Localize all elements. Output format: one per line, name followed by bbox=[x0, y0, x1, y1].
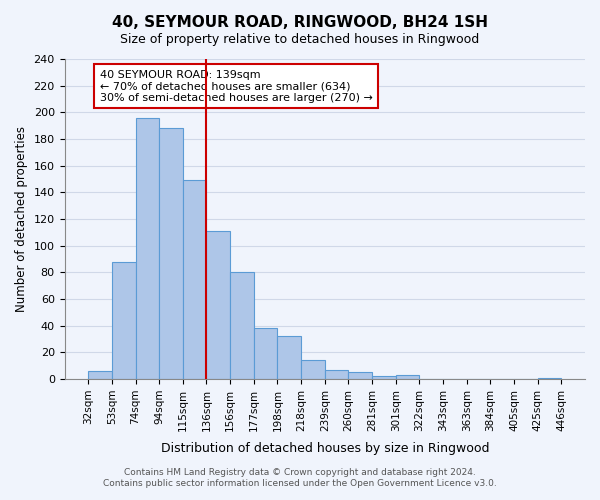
Bar bbox=[136, 118, 159, 379]
Bar bbox=[254, 328, 277, 379]
Bar bbox=[230, 272, 254, 379]
Bar bbox=[206, 231, 230, 379]
X-axis label: Distribution of detached houses by size in Ringwood: Distribution of detached houses by size … bbox=[161, 442, 489, 455]
Bar bbox=[372, 376, 396, 379]
Text: Contains HM Land Registry data © Crown copyright and database right 2024.
Contai: Contains HM Land Registry data © Crown c… bbox=[103, 468, 497, 487]
Text: 40, SEYMOUR ROAD, RINGWOOD, BH24 1SH: 40, SEYMOUR ROAD, RINGWOOD, BH24 1SH bbox=[112, 15, 488, 30]
Bar bbox=[325, 370, 349, 379]
Bar bbox=[183, 180, 206, 379]
Text: 40 SEYMOUR ROAD: 139sqm
← 70% of detached houses are smaller (634)
30% of semi-d: 40 SEYMOUR ROAD: 139sqm ← 70% of detache… bbox=[100, 70, 373, 103]
Bar bbox=[349, 372, 372, 379]
Bar bbox=[396, 375, 419, 379]
Bar bbox=[277, 336, 301, 379]
Bar bbox=[88, 371, 112, 379]
Bar bbox=[159, 128, 183, 379]
Bar bbox=[538, 378, 562, 379]
Y-axis label: Number of detached properties: Number of detached properties bbox=[15, 126, 28, 312]
Bar bbox=[301, 360, 325, 379]
Text: Size of property relative to detached houses in Ringwood: Size of property relative to detached ho… bbox=[121, 32, 479, 46]
Bar bbox=[112, 262, 136, 379]
